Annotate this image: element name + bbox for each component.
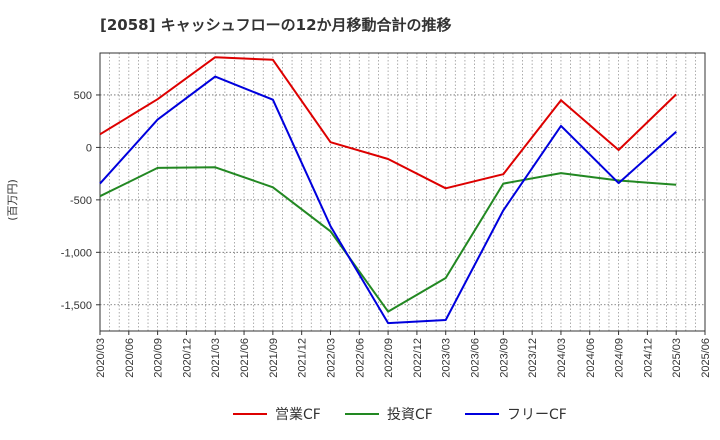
chart-title: [2058] キャッシュフローの12か月移動合計の推移 xyxy=(100,16,452,34)
y-tick-label: 500 xyxy=(74,90,92,102)
x-tick-label: 2021/03 xyxy=(210,338,222,378)
y-axis-label: (百万円) xyxy=(6,179,19,221)
y-tick-label: 0 xyxy=(86,142,92,154)
x-axis: 2020/03 2020/06 2020/09 2020/12 2021/03 2021/… xyxy=(95,331,712,378)
x-tick-label: 2023/09 xyxy=(498,338,510,378)
y-tick-label: -1,000 xyxy=(61,247,92,259)
x-tick-label: 2020/12 xyxy=(181,338,193,378)
legend-label: 投資CF xyxy=(387,407,433,423)
series-lines xyxy=(99,56,677,325)
x-tick-label: 2024/03 xyxy=(556,338,568,378)
series-line-投資CF xyxy=(99,166,677,313)
y-tick-label: -1,500 xyxy=(61,300,92,312)
x-tick-label: 2023/06 xyxy=(470,338,482,378)
x-tick-label: 2025/06 xyxy=(700,338,712,378)
x-tick-label: 2021/12 xyxy=(297,338,309,378)
x-tick-label: 2024/12 xyxy=(642,338,654,378)
x-tick-label: 2021/09 xyxy=(268,338,280,378)
x-tick-label: 2022/03 xyxy=(325,338,337,378)
y-tick-label: -500 xyxy=(70,195,92,207)
legend: 営業CF 投資CF フリーCF xyxy=(233,407,567,423)
x-tick-label: 2023/12 xyxy=(527,338,539,378)
x-tick-label: 2020/03 xyxy=(95,338,107,378)
x-tick-label: 2025/03 xyxy=(671,338,683,378)
series-line-営業CF xyxy=(99,56,677,190)
legend-label: フリーCF xyxy=(507,407,567,423)
x-tick-label: 2022/06 xyxy=(354,338,366,378)
y-axis: 500 0 -500 -1,000 -1,500 xyxy=(61,90,100,312)
legend-label: 営業CF xyxy=(275,407,321,423)
x-tick-label: 2024/06 xyxy=(585,338,597,378)
series-line-フリーCF xyxy=(99,75,677,325)
x-tick-label: 2023/03 xyxy=(441,338,453,378)
x-tick-label: 2020/09 xyxy=(153,338,165,378)
x-tick-label: 2020/06 xyxy=(124,338,136,378)
x-tick-label: 2024/09 xyxy=(614,338,626,378)
x-tick-label: 2022/09 xyxy=(383,338,395,378)
x-tick-label: 2022/12 xyxy=(412,338,424,378)
plot-area xyxy=(99,52,706,332)
x-tick-label: 2021/06 xyxy=(239,338,251,378)
